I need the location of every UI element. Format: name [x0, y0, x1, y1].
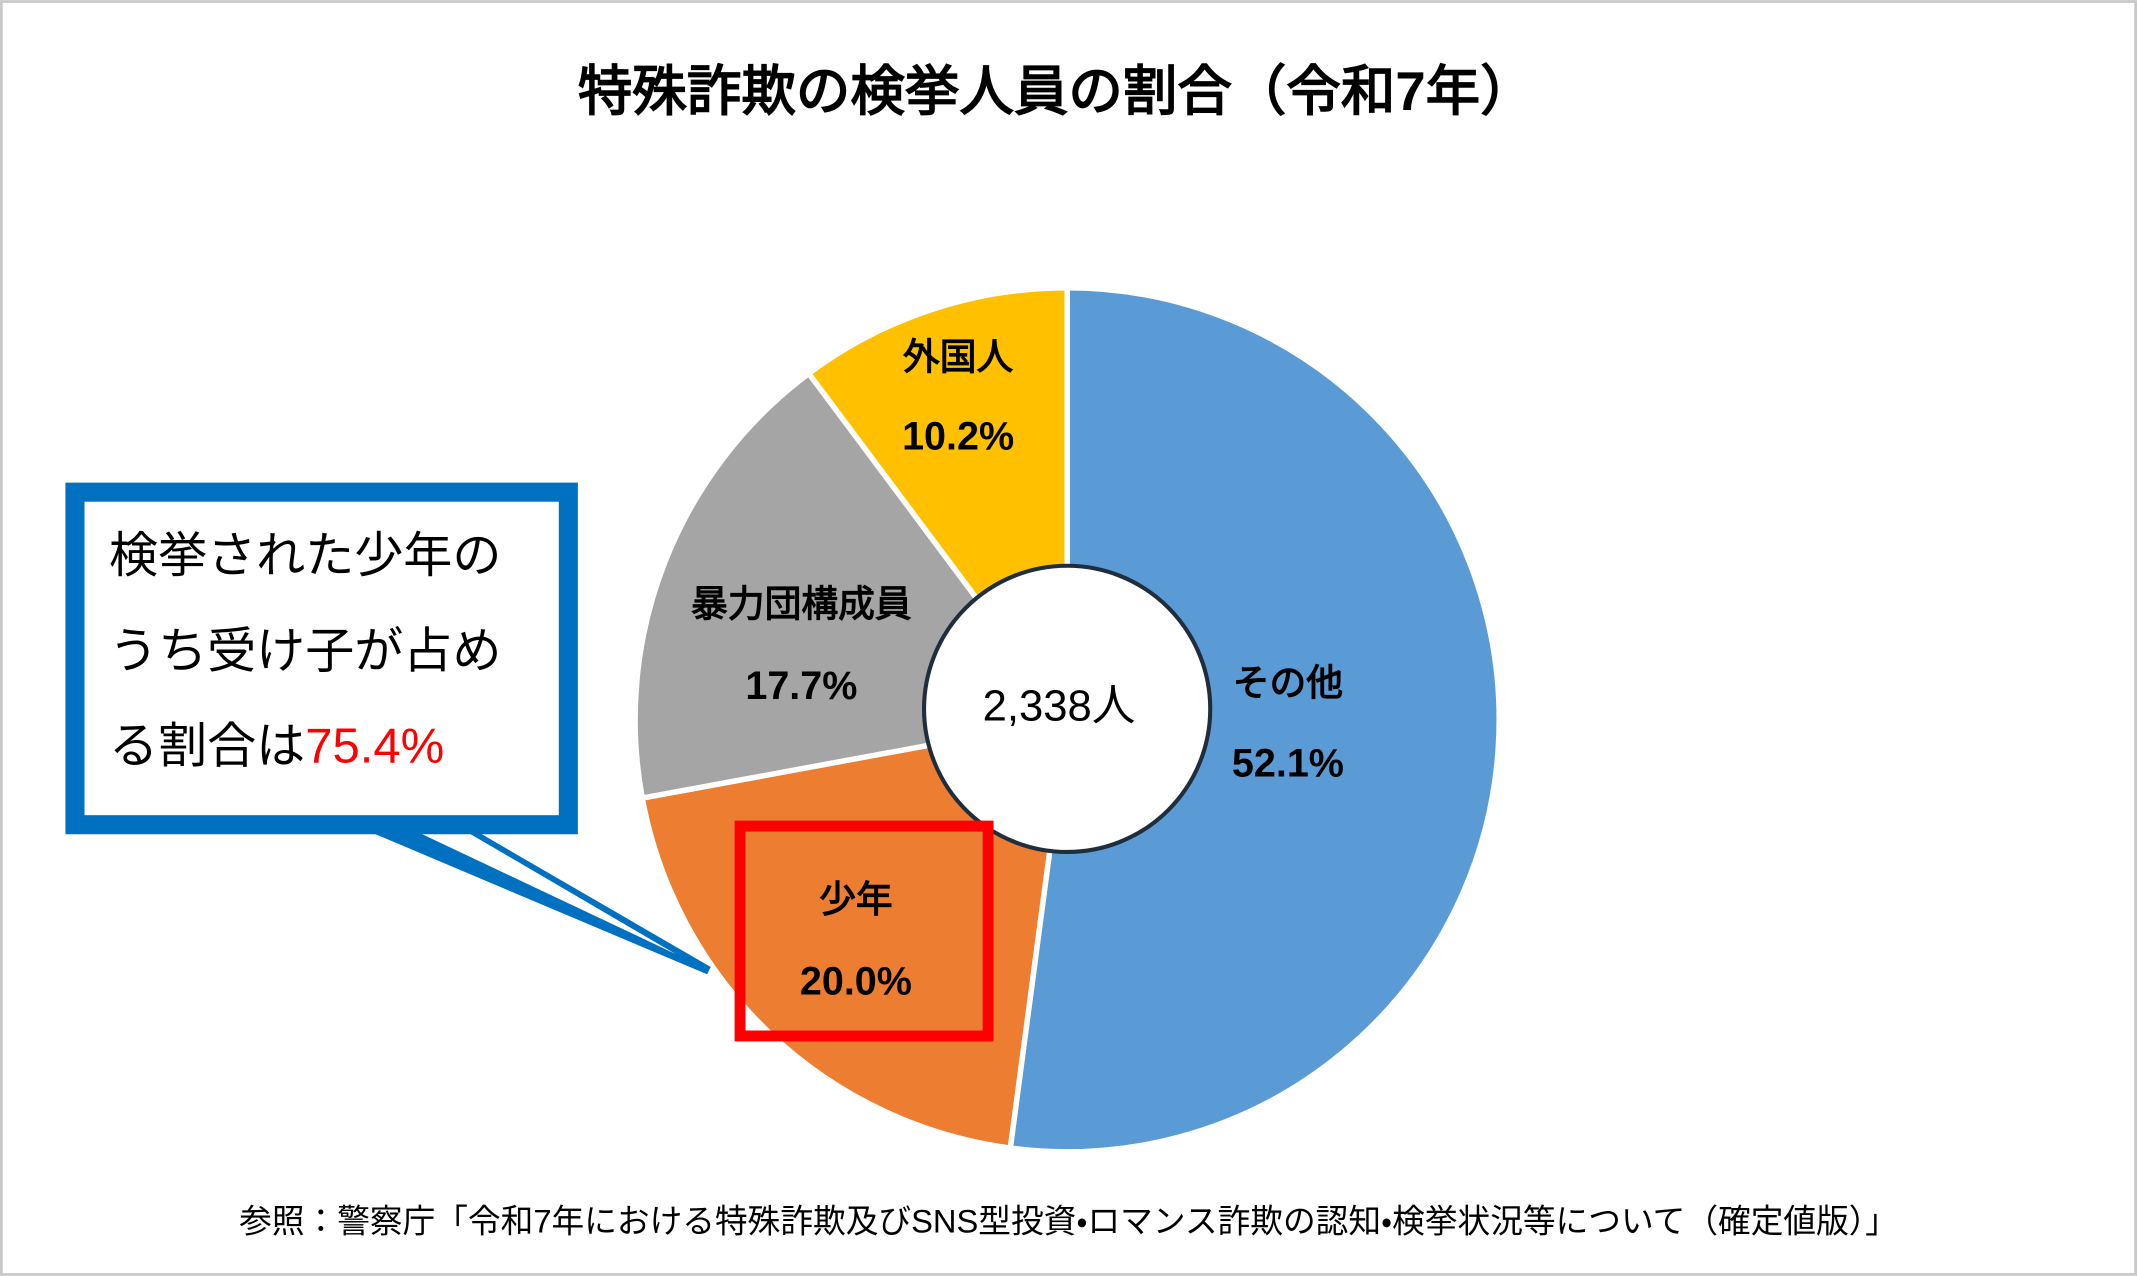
- callout-highlight: 75.4%: [305, 720, 444, 774]
- value-label: 10.2%: [902, 414, 1014, 458]
- category-label: 暴力団構成員: [691, 583, 912, 624]
- category-label: 外国人: [903, 337, 1014, 378]
- callout-box: [65, 482, 578, 835]
- callout-line: 検挙された少年の: [109, 529, 501, 583]
- donut-hole: [921, 563, 1213, 855]
- callout-line: うち受け子が占め: [109, 624, 501, 678]
- callout-tail-inner: [376, 812, 676, 955]
- slice: [1007, 285, 1502, 1155]
- slice-labels: その他 52.1% 少年 20.0% 暴力団構成員 17.7% 外国人 10.2%: [691, 337, 1344, 1004]
- category-label: その他: [1233, 662, 1344, 703]
- chart-title: 特殊詐欺の検挙人員の割合（令和7年）: [578, 61, 1535, 122]
- center-label: 2,338人: [983, 682, 1136, 730]
- value-label: 52.1%: [1232, 742, 1344, 786]
- value-label: 17.7%: [745, 664, 857, 708]
- value-label: 20.0%: [800, 960, 912, 1004]
- highlight-box: [734, 820, 994, 1042]
- source-note: 参照：警察庁「令和7年における特殊詐欺及びSNS型投資・ロマンス詐欺の認知・検挙…: [239, 1203, 1898, 1240]
- callout-line: る割合は75.4%: [109, 720, 444, 774]
- category-label: 少年: [819, 879, 893, 920]
